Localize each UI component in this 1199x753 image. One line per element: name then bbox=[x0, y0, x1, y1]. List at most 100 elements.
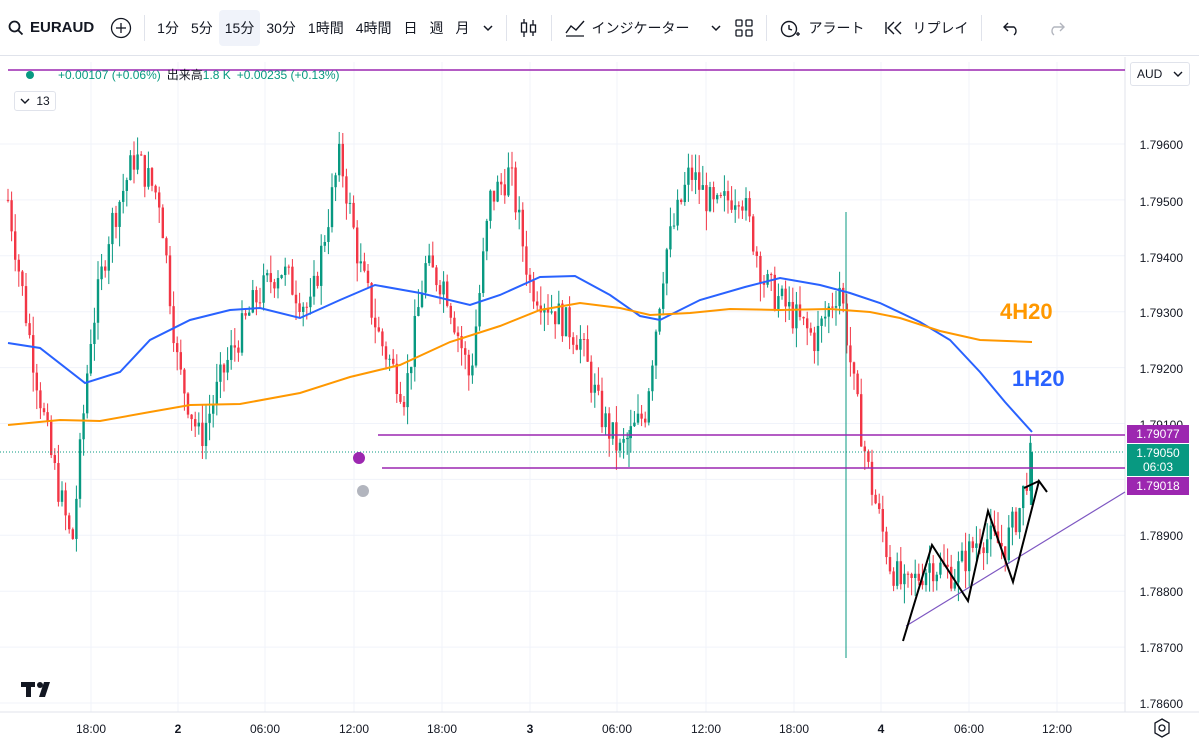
candle-body bbox=[273, 282, 276, 289]
candle-body bbox=[309, 296, 312, 308]
candle-body bbox=[618, 442, 622, 451]
candle-body bbox=[86, 373, 89, 414]
price-tick: 1.79500 bbox=[1139, 195, 1183, 209]
candle-body bbox=[647, 391, 650, 423]
candle-body bbox=[953, 582, 956, 589]
candle-body bbox=[165, 238, 168, 256]
timeframe-30m[interactable]: 30分 bbox=[266, 19, 296, 36]
candle-body bbox=[136, 154, 139, 170]
current-price: 1.79050 bbox=[1136, 446, 1180, 460]
candle-body bbox=[388, 358, 391, 360]
replay-label: リプレイ bbox=[912, 19, 969, 36]
candle-body bbox=[348, 202, 352, 204]
candle-body bbox=[579, 338, 582, 350]
candle-body bbox=[921, 580, 924, 586]
candle-body bbox=[442, 281, 445, 295]
legend-collapse-button[interactable]: 13 bbox=[14, 91, 56, 111]
candle-body bbox=[705, 185, 708, 212]
candle-body bbox=[410, 366, 413, 374]
rewind-icon bbox=[884, 21, 902, 34]
candle-body bbox=[226, 359, 229, 373]
candle-body bbox=[201, 422, 204, 447]
candle-body bbox=[107, 244, 110, 271]
compare-add-button[interactable] bbox=[104, 10, 138, 46]
candle-body bbox=[784, 288, 787, 307]
candle-body bbox=[363, 261, 366, 271]
timeframe-dropdown[interactable] bbox=[476, 10, 500, 46]
candle-body bbox=[683, 184, 686, 203]
candle-body bbox=[298, 303, 301, 312]
candle-body bbox=[204, 422, 208, 447]
candle-body bbox=[597, 384, 600, 391]
candle-body bbox=[770, 274, 773, 276]
candle-body bbox=[521, 209, 524, 247]
candle-body bbox=[402, 401, 406, 408]
symbol-search-button[interactable]: EURAUD bbox=[0, 10, 104, 46]
currency-label: AUD bbox=[1137, 67, 1163, 81]
timeframe-5m[interactable]: 5分 bbox=[190, 19, 213, 36]
candle-body bbox=[352, 202, 355, 228]
candle-body bbox=[114, 212, 118, 227]
candle-body bbox=[791, 301, 794, 329]
divider bbox=[144, 14, 146, 41]
replay-button[interactable]: リプレイ bbox=[879, 10, 975, 46]
candle-body bbox=[460, 336, 463, 349]
candle-body bbox=[1014, 511, 1018, 533]
candle-body bbox=[950, 566, 953, 589]
candle-body bbox=[885, 531, 888, 558]
alert-button[interactable]: アラート bbox=[773, 10, 871, 46]
alert-marker-icon bbox=[353, 452, 365, 464]
undo-button[interactable] bbox=[996, 10, 1028, 46]
timeframe-4h[interactable]: 4時間 bbox=[355, 19, 392, 36]
candle-body bbox=[327, 227, 330, 242]
candle-body bbox=[856, 373, 859, 395]
candle-body bbox=[644, 418, 647, 423]
candle-body bbox=[240, 313, 244, 353]
price-tick: 1.79200 bbox=[1139, 362, 1183, 376]
candle-body bbox=[125, 180, 128, 191]
candle-body bbox=[1011, 511, 1014, 528]
timeframe-15m[interactable]: 15分 bbox=[218, 9, 261, 46]
candle-body bbox=[536, 301, 539, 306]
timeframe-day[interactable]: 日 bbox=[403, 19, 418, 36]
candle-body bbox=[777, 296, 780, 310]
time-tick: 18:00 bbox=[75, 722, 107, 736]
currency-selector[interactable]: AUD bbox=[1130, 62, 1190, 86]
candle-body bbox=[438, 285, 442, 295]
candle-body bbox=[726, 191, 730, 201]
timeframe-week[interactable]: 週 bbox=[429, 19, 444, 36]
candle-body bbox=[222, 364, 226, 373]
candle-body bbox=[514, 167, 517, 213]
candle-body bbox=[269, 273, 272, 283]
timeframe-1m[interactable]: 1分 bbox=[157, 19, 179, 36]
status-dot-icon bbox=[26, 70, 34, 79]
candle-body bbox=[755, 251, 758, 257]
candle-body bbox=[230, 345, 233, 360]
candle-body bbox=[366, 270, 370, 284]
candle-body bbox=[370, 283, 373, 318]
candle-body bbox=[316, 275, 319, 286]
timeframe-month[interactable]: 月 bbox=[455, 19, 470, 36]
candle-body bbox=[694, 172, 697, 180]
price-chart[interactable] bbox=[0, 57, 1199, 753]
candle-body bbox=[622, 438, 625, 443]
zigzag-drawing bbox=[902, 478, 1048, 642]
tradingview-logo bbox=[20, 679, 56, 705]
layouts-button[interactable] bbox=[728, 10, 760, 46]
candle-body bbox=[917, 573, 920, 581]
redo-button[interactable] bbox=[1040, 10, 1072, 46]
candle-body bbox=[186, 393, 190, 415]
indicators-label: インジケーター bbox=[591, 19, 690, 36]
chart-type-button[interactable] bbox=[513, 10, 545, 46]
candle-body bbox=[312, 275, 316, 297]
timeframe-1h[interactable]: 1時間 bbox=[307, 19, 344, 36]
candle-body bbox=[939, 562, 942, 575]
candle-body bbox=[813, 332, 816, 352]
settings-gear-icon[interactable] bbox=[1152, 718, 1172, 738]
candle-body bbox=[46, 412, 49, 422]
candle-body bbox=[640, 413, 643, 419]
candle-body bbox=[471, 365, 474, 376]
candle-body bbox=[147, 168, 150, 187]
indicators-button[interactable]: インジケーター bbox=[558, 10, 728, 46]
candle-body bbox=[406, 373, 409, 408]
